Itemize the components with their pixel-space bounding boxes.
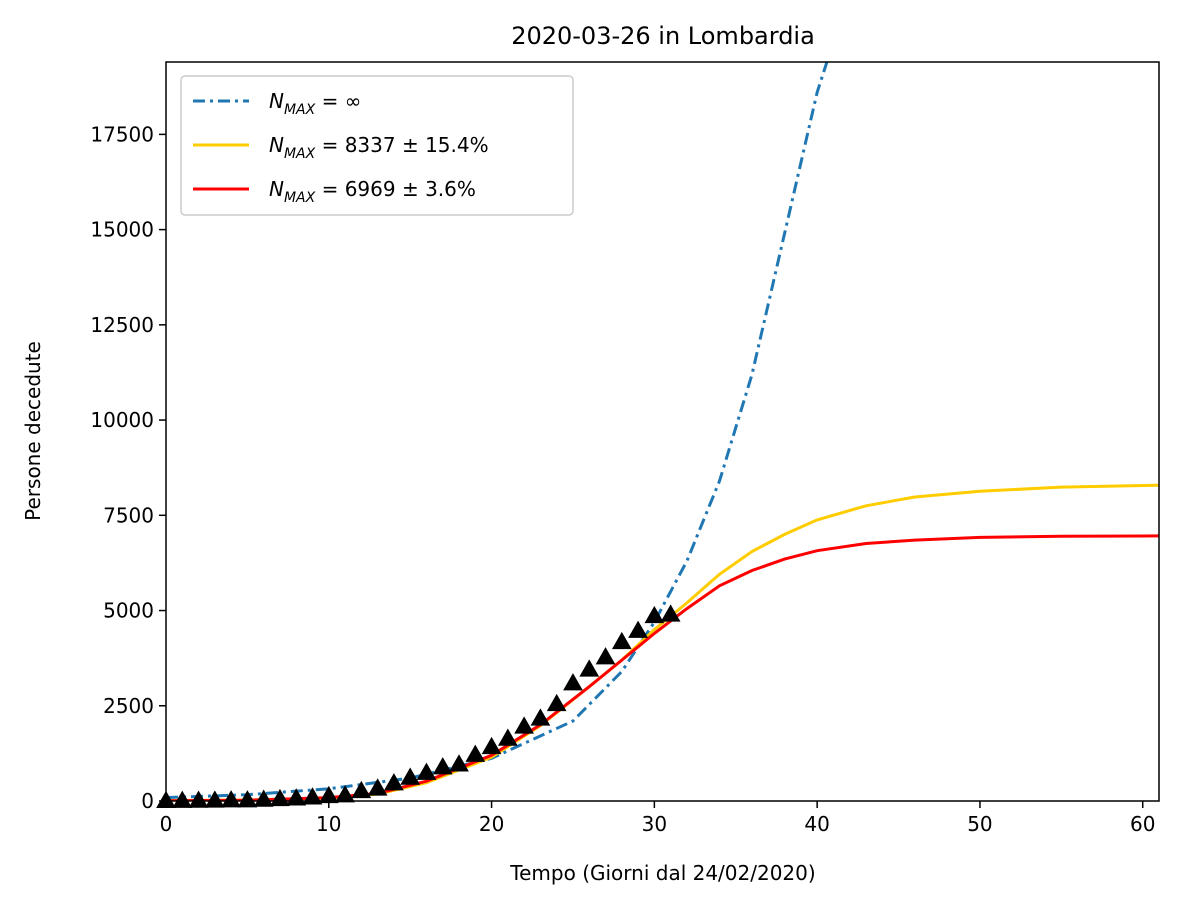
- y-tick-label: 7500: [103, 503, 154, 527]
- observed-point: [546, 693, 567, 712]
- y-axis-title: Persone decedute: [21, 341, 45, 521]
- y-tick-label: 15000: [90, 218, 154, 242]
- legend-label-1: NMAX = ∞: [269, 89, 361, 118]
- observed-point: [335, 785, 355, 803]
- observed-point: [497, 728, 518, 746]
- legend-label-2: NMAX = 8337 ± 15.4%: [269, 133, 489, 162]
- y-tick-label: 17500: [90, 122, 154, 146]
- x-tick-label: 0: [160, 812, 173, 836]
- y-tick-label: 0: [141, 789, 154, 813]
- x-tick-label: 40: [804, 812, 829, 836]
- observed-point: [611, 631, 632, 650]
- y-tick-label: 10000: [90, 408, 154, 432]
- y-tick-label: 12500: [90, 313, 154, 337]
- observed-point: [595, 647, 616, 665]
- x-tick-label: 30: [642, 812, 667, 836]
- legend-box: [180, 75, 574, 216]
- y-axis: 0 2500 5000 7500 10000 12500 15000 17500: [90, 122, 166, 813]
- observed-point: [188, 790, 209, 808]
- legend-label-3: NMAX = 6969 ± 3.6%: [269, 177, 476, 206]
- observed-point: [465, 744, 486, 762]
- observed-point: [449, 754, 469, 772]
- plot-frame: [165, 61, 1160, 802]
- observed-point: [563, 673, 583, 691]
- x-tick-label: 50: [967, 812, 992, 836]
- observed-point: [530, 708, 551, 726]
- observed-point: [237, 790, 258, 808]
- observed-point: [514, 716, 534, 734]
- observed-point: [302, 787, 323, 805]
- chart-title: 2020-03-26 in Lombardia: [511, 22, 815, 50]
- observed-point: [579, 659, 600, 677]
- x-tick-label: 20: [479, 812, 504, 836]
- observed-point: [432, 757, 453, 775]
- observed-point: [400, 767, 421, 785]
- observed-point: [367, 778, 388, 796]
- y-tick-label: 5000: [103, 599, 154, 623]
- x-tick-label: 10: [316, 812, 341, 836]
- observed-point: [172, 790, 193, 808]
- observed-point: [481, 736, 502, 755]
- legend: NMAX = ∞ NMAX = 8337 ± 15.4% NMAX = 6969 ±…: [180, 75, 574, 216]
- observed-point: [644, 605, 665, 624]
- x-axis-title: Tempo (Giorni dal 24/02/2020): [509, 861, 815, 885]
- observed-point: [351, 780, 372, 799]
- y-tick-label: 2500: [103, 694, 154, 718]
- x-tick-label: 60: [1130, 812, 1155, 836]
- observed-point: [416, 762, 437, 780]
- observed-point: [204, 790, 225, 808]
- observed-point: [628, 620, 648, 638]
- observed-point: [221, 790, 241, 808]
- observed-point: [660, 604, 681, 622]
- observed-point: [384, 773, 404, 791]
- x-axis: 0 10 20 30 40 50 60: [160, 801, 1155, 836]
- observed-point: [253, 789, 274, 807]
